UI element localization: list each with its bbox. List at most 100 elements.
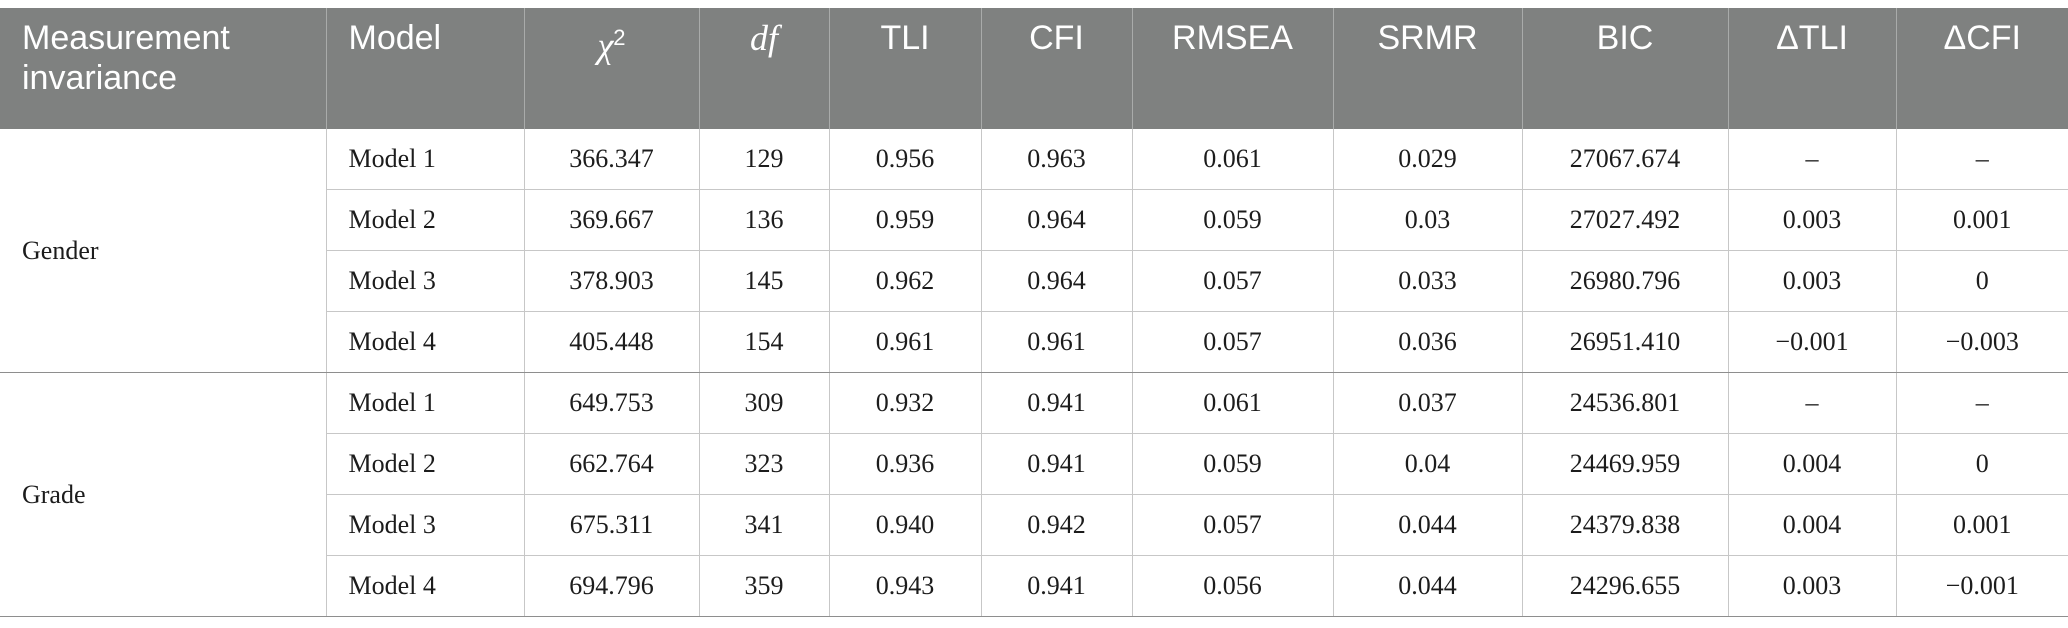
model-cell: Model 2 xyxy=(325,189,524,251)
value-cell: 26980.796 xyxy=(1521,250,1728,312)
value-cell: 378.903 xyxy=(523,250,699,312)
header-label: df xyxy=(749,18,778,58)
table-body: Gender Model 1 366.347 129 0.956 0.963 0.061 0.… xyxy=(0,129,2068,617)
header-measurement-invariance: Measurement invariance xyxy=(0,8,326,129)
header-label: RMSEA xyxy=(1172,19,1293,57)
value-cell: 0.964 xyxy=(980,250,1132,312)
header-label: ΔCFI xyxy=(1943,19,2021,57)
value-cell: 0.037 xyxy=(1332,372,1522,434)
table-row: Model 2 369.667 136 0.959 0.964 0.059 0.03 2702… xyxy=(0,189,2068,251)
value-cell: 0.936 xyxy=(828,433,981,495)
value-cell: 24379.838 xyxy=(1521,494,1728,556)
model-cell: Model 1 xyxy=(325,129,524,190)
table-row: Model 2 662.764 323 0.936 0.941 0.059 0.04 2446… xyxy=(0,433,2068,495)
header-srmr: SRMR xyxy=(1332,8,1522,129)
header-delta-cfi: ΔCFI xyxy=(1895,8,2068,129)
value-cell: 0.03 xyxy=(1332,189,1522,251)
value-cell: 0.961 xyxy=(980,311,1132,373)
value-cell: 0.956 xyxy=(828,129,981,190)
model-cell: Model 3 xyxy=(325,250,524,312)
value-cell: 0.003 xyxy=(1727,555,1896,617)
value-cell: −0.001 xyxy=(1895,555,2068,617)
value-cell: 0.04 xyxy=(1332,433,1522,495)
value-cell: 0.059 xyxy=(1131,433,1333,495)
header-rmsea: RMSEA xyxy=(1131,8,1333,129)
header-chi-square: χ2 xyxy=(523,8,699,129)
table-row: Grade Model 1 649.753 309 0.932 0.941 0.061 0.0… xyxy=(0,372,2068,617)
model-cell: Model 2 xyxy=(325,433,524,495)
value-cell: 0 xyxy=(1895,250,2068,312)
value-cell: 0.964 xyxy=(980,189,1132,251)
value-cell: 0.044 xyxy=(1332,555,1522,617)
value-cell: 369.667 xyxy=(523,189,699,251)
value-cell: 0.029 xyxy=(1332,129,1522,190)
group-label: Gender xyxy=(0,129,326,373)
value-cell: 0.057 xyxy=(1131,250,1333,312)
model-cell: Model 3 xyxy=(325,494,524,556)
value-cell: 0.940 xyxy=(828,494,981,556)
header-delta-tli: ΔTLI xyxy=(1727,8,1896,129)
header-tli: TLI xyxy=(828,8,981,129)
header-df: df xyxy=(698,8,829,129)
invariance-table: Measurement invariance Model χ2 df TLI C… xyxy=(0,8,2068,617)
value-cell: 0.963 xyxy=(980,129,1132,190)
value-cell: 359 xyxy=(698,555,829,617)
table-row: Model 3 675.311 341 0.940 0.942 0.057 0.044 243… xyxy=(0,494,2068,556)
header-model: Model xyxy=(325,8,524,129)
value-cell: 0.001 xyxy=(1895,494,2068,556)
value-cell: −0.003 xyxy=(1895,311,2068,373)
table-row: Model 3 378.903 145 0.962 0.964 0.057 0.033 269… xyxy=(0,250,2068,312)
value-cell: 0.003 xyxy=(1727,189,1896,251)
value-cell: 0.941 xyxy=(980,372,1132,434)
value-cell: 24536.801 xyxy=(1521,372,1728,434)
model-cell: Model 1 xyxy=(325,372,524,434)
value-cell: 145 xyxy=(698,250,829,312)
value-cell: – xyxy=(1895,372,2068,434)
value-cell: 0.044 xyxy=(1332,494,1522,556)
header-label: Model xyxy=(348,19,442,57)
value-cell: 0.057 xyxy=(1131,494,1333,556)
value-cell: 0.943 xyxy=(828,555,981,617)
value-cell: 0.033 xyxy=(1332,250,1522,312)
table-row: Model 4 405.448 154 0.961 0.961 0.057 0.036 269… xyxy=(0,311,2068,373)
value-cell: 0.961 xyxy=(828,311,981,373)
value-cell: 136 xyxy=(698,189,829,251)
header-label: ΔTLI xyxy=(1776,19,1848,57)
value-cell: 309 xyxy=(698,372,829,434)
value-cell: 323 xyxy=(698,433,829,495)
value-cell: 341 xyxy=(698,494,829,556)
value-cell: – xyxy=(1727,372,1896,434)
header-label: BIC xyxy=(1596,19,1654,57)
group-label: Grade xyxy=(0,372,326,617)
table-row: Model 4 694.796 359 0.943 0.941 0.056 0.044 242… xyxy=(0,555,2068,617)
value-cell: 366.347 xyxy=(523,129,699,190)
value-cell: 154 xyxy=(698,311,829,373)
value-cell: 0.959 xyxy=(828,189,981,251)
value-cell: 675.311 xyxy=(523,494,699,556)
model-cell: Model 4 xyxy=(325,555,524,617)
value-cell: – xyxy=(1895,129,2068,190)
value-cell: 0.004 xyxy=(1727,494,1896,556)
value-cell: 0.003 xyxy=(1727,250,1896,312)
value-cell: 0.061 xyxy=(1131,372,1333,434)
value-cell: −0.001 xyxy=(1727,311,1896,373)
value-cell: 0.932 xyxy=(828,372,981,434)
value-cell: 27027.492 xyxy=(1521,189,1728,251)
value-cell: 662.764 xyxy=(523,433,699,495)
header-superscript: 2 xyxy=(613,25,626,50)
table-row: Gender Model 1 366.347 129 0.956 0.963 0.061 0.… xyxy=(0,129,2068,373)
value-cell: 649.753 xyxy=(523,372,699,434)
value-cell: 129 xyxy=(698,129,829,190)
header-label: CFI xyxy=(1029,19,1084,57)
value-cell: 0.004 xyxy=(1727,433,1896,495)
header-label: SRMR xyxy=(1377,19,1478,57)
value-cell: 0.061 xyxy=(1131,129,1333,190)
value-cell: 27067.674 xyxy=(1521,129,1728,190)
value-cell: 0.057 xyxy=(1131,311,1333,373)
value-cell: 0.942 xyxy=(980,494,1132,556)
value-cell: 24469.959 xyxy=(1521,433,1728,495)
value-cell: 0.056 xyxy=(1131,555,1333,617)
value-cell: 0.941 xyxy=(980,555,1132,617)
header-label: TLI xyxy=(880,19,930,57)
value-cell: 694.796 xyxy=(523,555,699,617)
